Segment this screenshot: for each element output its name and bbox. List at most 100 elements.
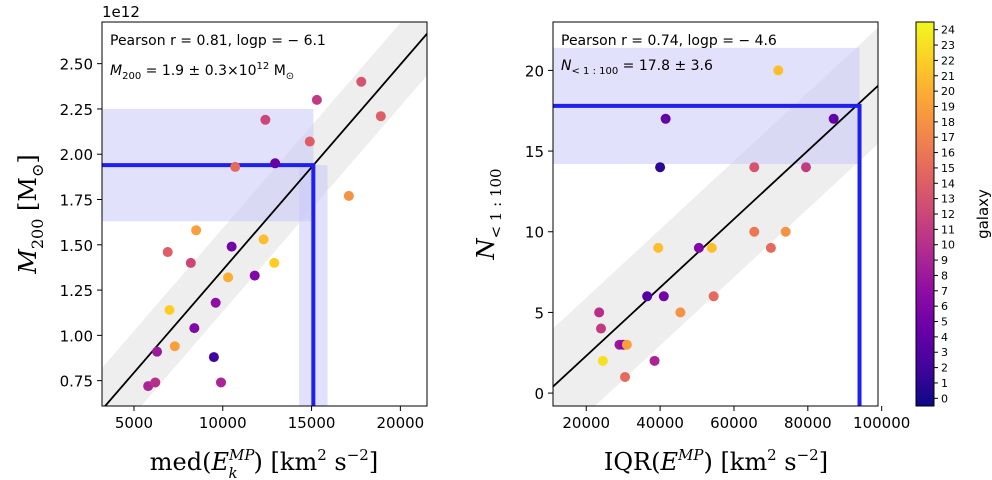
data-point xyxy=(800,162,811,173)
data-point xyxy=(706,242,717,253)
right-n-annotation: N< 1 : 100 = 17.8 ± 3.6 xyxy=(561,58,713,77)
data-point xyxy=(311,94,322,105)
data-point xyxy=(304,136,315,147)
x-tick-label: 10000 xyxy=(199,414,247,432)
left-offset-text: 1e12 xyxy=(102,3,140,21)
colorbar-tick-label: 12 xyxy=(941,208,955,221)
colorbar-tick-label: 10 xyxy=(941,239,955,252)
y-tick-label: 10 xyxy=(525,224,544,242)
colorbar-label: galaxy xyxy=(974,189,992,239)
colorbar-tick-label: 11 xyxy=(941,223,955,236)
left-y-axis-label: M200 [M⊙] xyxy=(14,154,47,274)
data-point xyxy=(642,291,653,302)
x-tick-label: 60000 xyxy=(710,414,758,432)
y-tick-label: 1.00 xyxy=(60,327,93,345)
y-tick-label: 2.00 xyxy=(60,146,93,164)
colorbar-tick-label: 9 xyxy=(941,254,948,267)
data-point xyxy=(749,162,760,173)
data-point xyxy=(215,377,226,388)
x-tick-label: 100000 xyxy=(853,414,910,432)
data-point xyxy=(210,297,221,308)
data-point xyxy=(655,162,666,173)
y-tick-label: 1.50 xyxy=(60,237,93,255)
data-point xyxy=(249,270,260,281)
x-tick-label: 20000 xyxy=(377,414,425,432)
data-point xyxy=(150,377,161,388)
data-point xyxy=(660,113,671,124)
data-point xyxy=(620,371,631,382)
y-tick-label: 2.50 xyxy=(60,56,93,74)
y-tick-label: 0 xyxy=(534,385,544,403)
colorbar-tick-label: 22 xyxy=(941,54,955,67)
data-point xyxy=(191,225,202,236)
median-marker-line xyxy=(553,103,862,406)
left-pearson-annotation: Pearson r = 0.81, logp = − 6.1 xyxy=(110,33,326,49)
right-pearson-annotation: Pearson r = 0.74, logp = − 4.6 xyxy=(561,33,777,49)
data-point xyxy=(653,242,664,253)
data-point xyxy=(343,190,354,201)
data-point xyxy=(828,113,839,124)
colorbar-tick-label: 21 xyxy=(941,70,955,83)
data-point xyxy=(223,272,234,283)
left-panel: 5000 10000 15000 20000 0.75 1.00 1.25 1.50 1.75… xyxy=(14,3,428,480)
colorbar-tick-label: 7 xyxy=(941,285,948,298)
data-point xyxy=(185,257,196,268)
colorbar-tick-label: 6 xyxy=(941,300,948,313)
x-tick-label: 80000 xyxy=(784,414,832,432)
data-point xyxy=(258,234,269,245)
data-point xyxy=(270,158,281,169)
colorbar-tick-label: 13 xyxy=(941,193,955,206)
median-marker-line xyxy=(102,163,316,406)
data-point xyxy=(594,307,605,318)
data-point xyxy=(597,355,608,366)
colorbar-tick-label: 24 xyxy=(941,24,955,37)
left-axes-frame xyxy=(101,21,428,407)
colorbar-tick-label: 4 xyxy=(941,331,948,344)
data-point xyxy=(596,323,607,334)
y-tick-label: 20 xyxy=(525,62,544,80)
right-x-axis-label: IQR(EMP) [km2 s−2] xyxy=(604,446,828,476)
colorbar-tick-label: 5 xyxy=(941,316,948,329)
colorbar-tick-label: 8 xyxy=(941,269,948,282)
colorbar-tick-label: 18 xyxy=(941,116,955,129)
left-mass-annotation: M200 = 1.9 ± 0.3×1012 M⊙ xyxy=(110,61,294,82)
data-point xyxy=(230,161,241,172)
data-point xyxy=(693,242,704,253)
colorbar-tick-label: 20 xyxy=(941,85,955,98)
right-y-axis-label: N< 1 : 100 xyxy=(472,168,505,260)
y-tick-label: 1.75 xyxy=(60,192,93,210)
data-point xyxy=(780,226,791,237)
data-point xyxy=(269,257,280,268)
data-point xyxy=(169,341,180,352)
data-point xyxy=(152,346,163,357)
data-point xyxy=(226,241,237,252)
data-point xyxy=(162,247,173,258)
data-point xyxy=(356,76,367,87)
colorbar-tick-label: 1 xyxy=(941,377,948,390)
data-point xyxy=(675,307,686,318)
colorbar-tick-label: 19 xyxy=(941,100,955,113)
y-tick-label: 0.75 xyxy=(60,373,93,391)
data-point xyxy=(649,355,660,366)
colorbar-tick-label: 0 xyxy=(941,392,948,405)
data-point xyxy=(765,242,776,253)
data-point xyxy=(208,352,219,363)
data-point xyxy=(189,323,200,334)
colorbar-tick-label: 14 xyxy=(941,177,955,190)
x-tick-label: 15000 xyxy=(288,414,336,432)
data-point xyxy=(708,291,719,302)
data-point xyxy=(658,291,669,302)
data-point xyxy=(621,339,632,350)
colorbar-tick-label: 16 xyxy=(941,147,955,160)
y-tick-label: 2.25 xyxy=(60,101,93,119)
x-tick-label: 40000 xyxy=(636,414,684,432)
right-axes-frame xyxy=(552,21,879,407)
y-tick-label: 15 xyxy=(525,143,544,161)
colorbar: 0123456789101112131415161718192021222324… xyxy=(915,21,992,407)
x-tick-label: 20000 xyxy=(562,414,610,432)
x-tick-label: 5000 xyxy=(115,414,153,432)
data-point xyxy=(260,114,271,125)
colorbar-gradient xyxy=(915,21,935,407)
colorbar-tick-label: 3 xyxy=(941,346,948,359)
